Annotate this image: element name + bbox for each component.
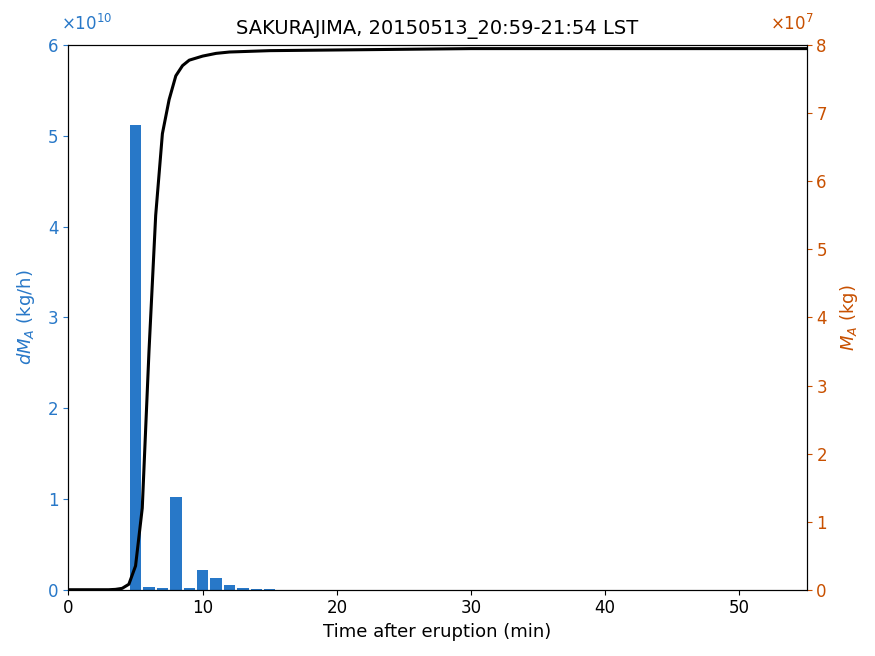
Title: SAKURAJIMA, 20150513_20:59-21:54 LST: SAKURAJIMA, 20150513_20:59-21:54 LST [236, 20, 639, 39]
Bar [144, 587, 155, 590]
Bar [210, 578, 221, 590]
Bar [130, 125, 141, 590]
X-axis label: Time after eruption (min): Time after eruption (min) [324, 623, 551, 641]
Text: $\times\mathregular{10^{10}}$: $\times\mathregular{10^{10}}$ [61, 14, 112, 34]
Bar [170, 497, 181, 590]
Bar [250, 589, 262, 590]
Y-axis label: $M_A$ (kg): $M_A$ (kg) [838, 284, 860, 351]
Y-axis label: $dM_A$ (kg/h): $dM_A$ (kg/h) [15, 270, 37, 365]
Bar [157, 588, 168, 590]
Bar [224, 585, 235, 590]
Bar [184, 588, 195, 590]
Bar [237, 588, 248, 590]
Bar [197, 570, 208, 590]
Text: $\times\mathregular{10^{7}}$: $\times\mathregular{10^{7}}$ [770, 14, 814, 34]
